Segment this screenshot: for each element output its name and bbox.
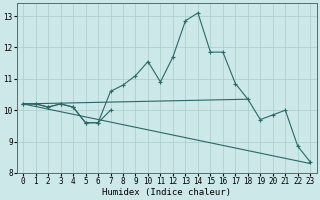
X-axis label: Humidex (Indice chaleur): Humidex (Indice chaleur): [102, 188, 231, 197]
